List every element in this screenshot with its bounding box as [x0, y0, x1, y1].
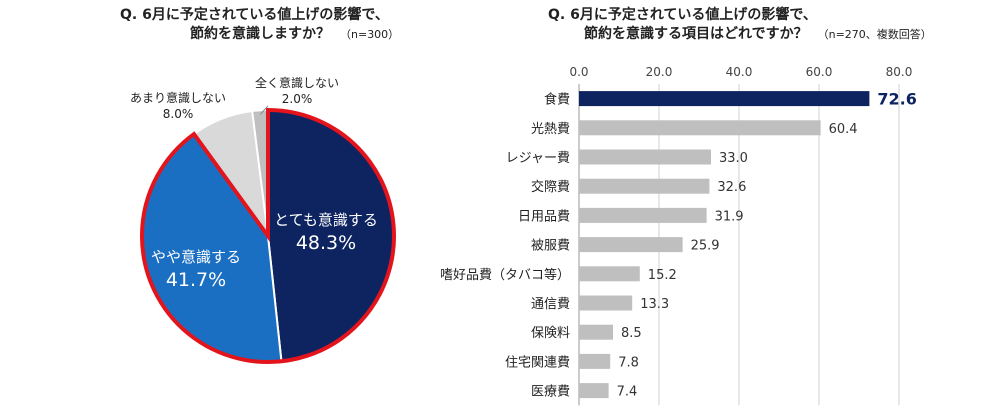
bar-value-label: 8.5	[621, 326, 642, 341]
pie-value-4: 2.0%	[282, 92, 313, 106]
bar-category-label: 被服費	[531, 239, 570, 254]
bar-value-label: 72.6	[877, 90, 916, 109]
bar-category-label: 通信費	[531, 297, 570, 312]
bar-category-label: 光熱費	[531, 122, 570, 137]
bar-category-label: 嗜好品費（タバコ等）	[440, 267, 570, 283]
pie-title-line1: Q. 6月に予定されている値上げの影響で、	[120, 7, 389, 23]
bar-category-label: 住宅関連費	[505, 355, 570, 370]
bar-value-label: 15.2	[648, 268, 677, 283]
bar-category-label: レジャー費	[506, 151, 570, 166]
bar-title-line2: 節約を意識する項目はどれですか？	[584, 26, 808, 42]
bar-chart-title: Q. 6月に予定されている値上げの影響で、 節約を意識する項目はどれですか？ （n…	[548, 6, 932, 44]
bar-value-label: 25.9	[691, 239, 720, 254]
pie-title-line2: 節約を意識しますか？	[190, 26, 330, 42]
pie-value-3: 8.0%	[163, 107, 194, 121]
pie-label-4: 全く意識しない	[255, 75, 339, 90]
bar-value-label: 7.4	[617, 385, 638, 400]
bar-value-label: 32.6	[717, 180, 746, 195]
bar-9	[579, 324, 613, 340]
bar-2	[579, 120, 821, 136]
bar-value-label: 7.8	[618, 355, 639, 370]
bar-8	[579, 295, 633, 311]
pie-highlight-outline	[140, 107, 396, 364]
bar-4	[579, 178, 710, 194]
pie-sample-size: （n=300）	[340, 28, 400, 41]
bar-x-tick-label: 0.0	[569, 65, 588, 79]
bar-1	[579, 91, 870, 107]
bar-x-tick-label: 80.0	[886, 65, 913, 79]
bar-3	[579, 149, 711, 165]
bar-7	[579, 266, 640, 282]
bar-10	[579, 353, 611, 369]
bar-value-label: 33.0	[719, 151, 748, 166]
pie-chart-title: Q. 6月に予定されている値上げの影響で、 節約を意識しますか？ （n=300）	[120, 6, 399, 44]
pie-label-1: とても意識する	[274, 211, 378, 229]
bar-value-label: 60.4	[829, 122, 858, 137]
bar-title-line1: Q. 6月に予定されている値上げの影響で、	[548, 7, 817, 23]
pie-label-3: あまり意識しない	[130, 90, 226, 105]
bar-category-label: 交際費	[531, 179, 570, 195]
bar-sample-size: （n=270、複数回答）	[817, 28, 932, 41]
bar-category-label: 保険料	[531, 326, 570, 341]
bar-category-label: 医療費	[531, 385, 570, 400]
bar-x-tick-label: 60.0	[806, 65, 833, 79]
bar-11	[579, 383, 609, 399]
bar-category-label: 日用品費	[518, 209, 570, 224]
bar-value-label: 31.9	[715, 209, 744, 224]
pie-value-2: 41.7%	[166, 269, 226, 291]
bar-6	[579, 237, 683, 253]
bar-category-label: 食費	[544, 92, 570, 108]
bar-value-label: 13.3	[640, 297, 669, 312]
pie-label-2: やや意識する	[151, 248, 241, 266]
bar-x-tick-label: 20.0	[646, 65, 673, 79]
bar-x-tick-label: 40.0	[726, 65, 753, 79]
pie-leader-line	[259, 105, 269, 115]
bar-5	[579, 207, 707, 223]
pie-value-1: 48.3%	[296, 232, 356, 254]
